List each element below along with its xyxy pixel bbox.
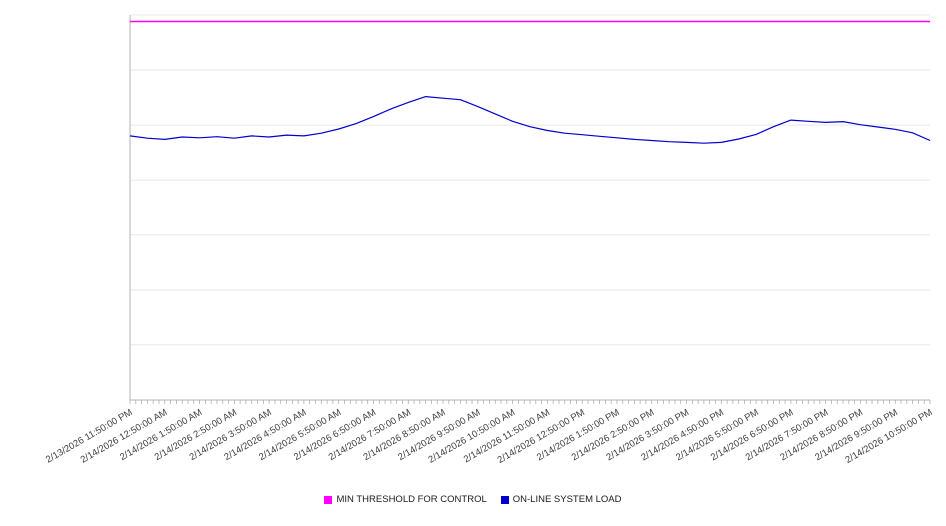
threshold-legend-swatch bbox=[324, 495, 333, 504]
chart-canvas: 2/13/2026 11:50:00 PM2/14/2026 12:50:00 … bbox=[44, 14, 935, 466]
chart-legend: MIN THRESHOLD FOR CONTROL ON-LINE SYSTEM… bbox=[0, 494, 946, 505]
threshold-legend-label: MIN THRESHOLD FOR CONTROL bbox=[336, 494, 487, 505]
legend-item-threshold: MIN THRESHOLD FOR CONTROL bbox=[324, 494, 487, 505]
load-chart: 2/13/2026 11:50:00 PM 2/14/2026 12:50:00 … bbox=[44, 14, 935, 466]
legend-item-load: ON-LINE SYSTEM LOAD bbox=[500, 494, 622, 505]
system-load-line bbox=[129, 95, 931, 144]
load-legend-label: ON-LINE SYSTEM LOAD bbox=[512, 494, 622, 505]
load-legend-swatch bbox=[500, 495, 509, 504]
